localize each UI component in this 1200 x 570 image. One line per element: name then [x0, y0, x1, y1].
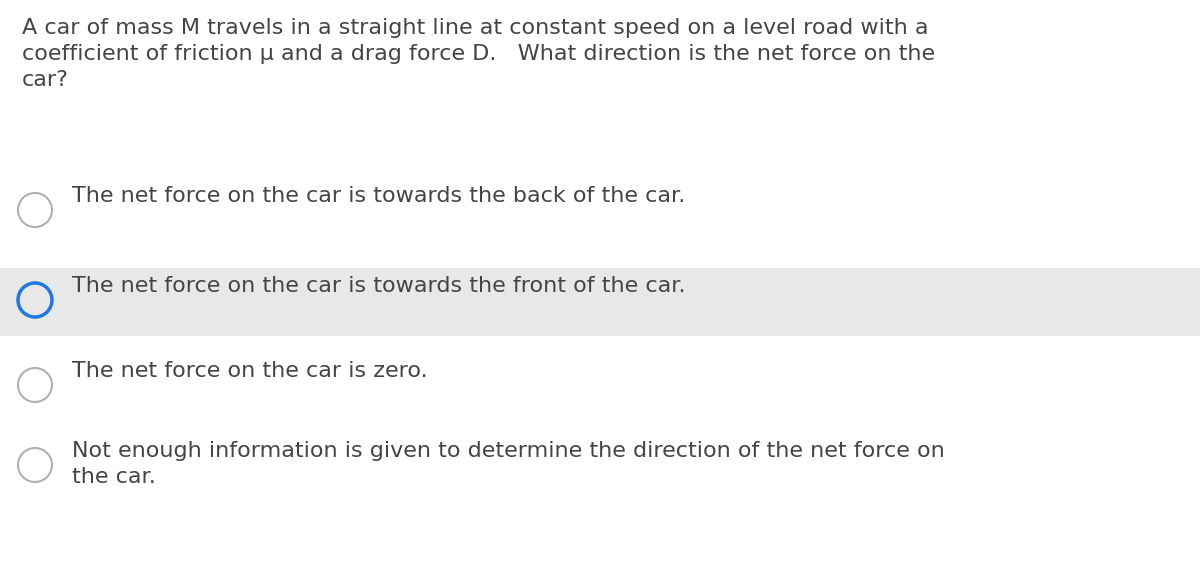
Text: coefficient of friction μ and a drag force D.   What direction is the net force : coefficient of friction μ and a drag for…	[22, 44, 935, 64]
Text: car?: car?	[22, 70, 68, 90]
Text: The net force on the car is towards the front of the car.: The net force on the car is towards the …	[72, 276, 685, 296]
Text: The net force on the car is zero.: The net force on the car is zero.	[72, 361, 427, 381]
Text: Not enough information is given to determine the direction of the net force on: Not enough information is given to deter…	[72, 441, 944, 461]
Bar	[0, 268, 1200, 336]
Text: A car of mass M travels in a straight line at constant speed on a level road wit: A car of mass M travels in a straight li…	[22, 18, 929, 38]
Text: the car.: the car.	[72, 467, 156, 487]
Text: The net force on the car is towards the back of the car.: The net force on the car is towards the …	[72, 186, 685, 206]
